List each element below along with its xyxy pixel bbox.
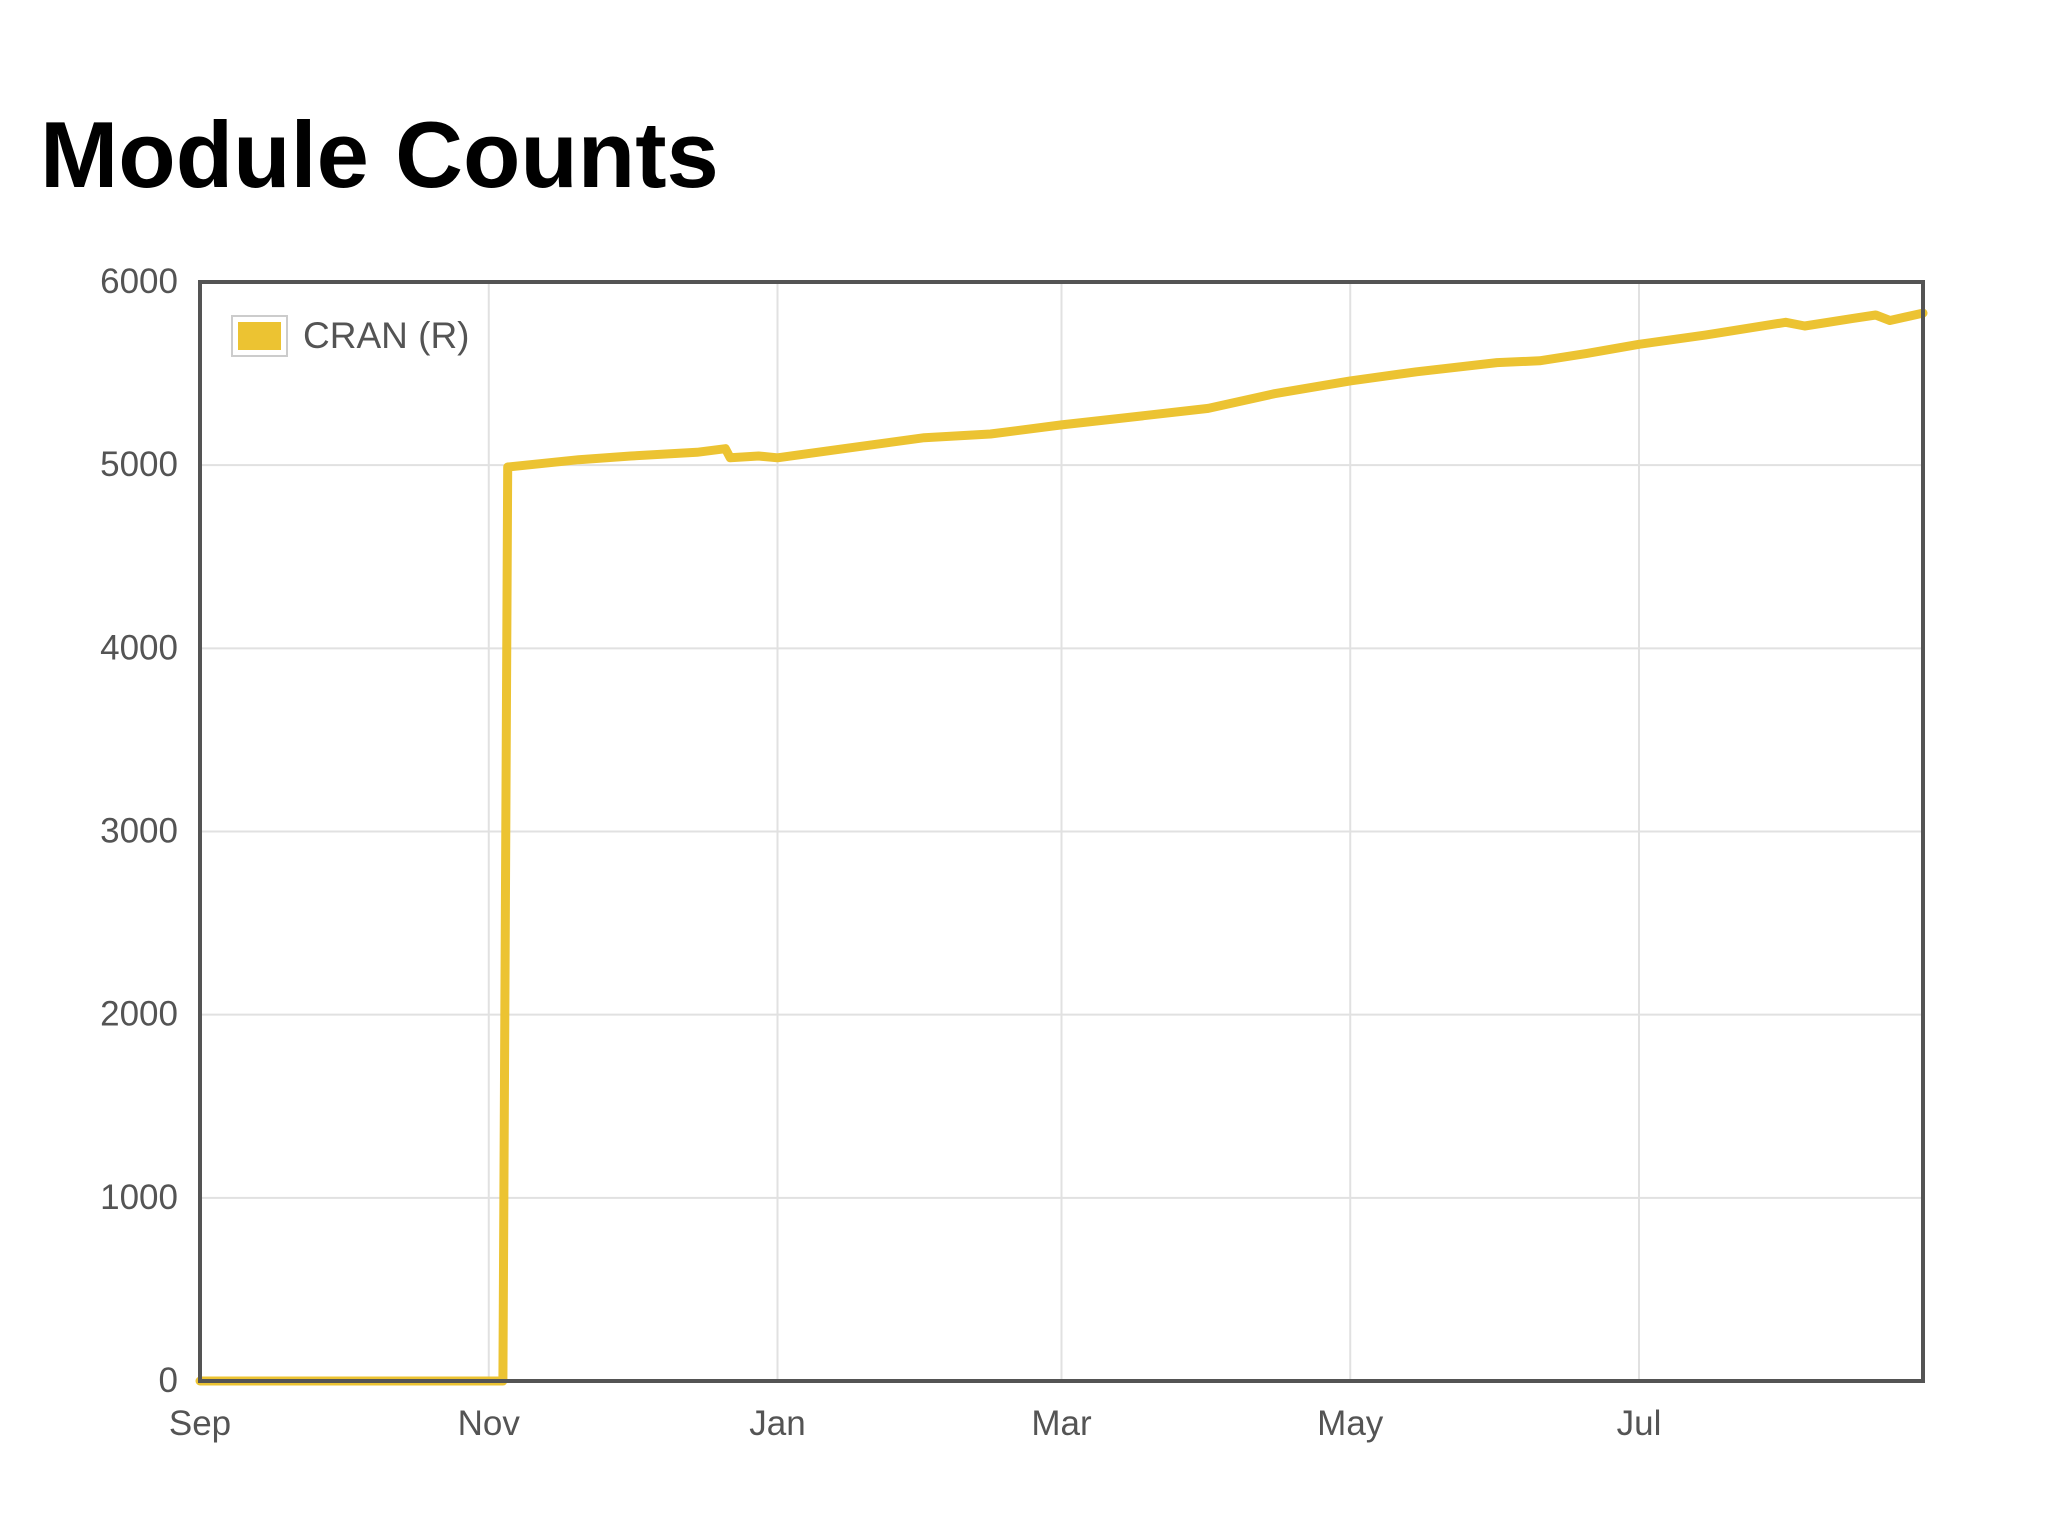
x-tick-label: May bbox=[1317, 1404, 1384, 1443]
x-tick-label: Nov bbox=[458, 1404, 521, 1443]
x-axis: Sep Nov Jan Mar May Jul bbox=[169, 1404, 1662, 1443]
plot-frame bbox=[198, 280, 1925, 1383]
legend-label: CRAN (R) bbox=[303, 315, 469, 356]
y-axis: 0 1000 2000 3000 4000 5000 6000 bbox=[100, 262, 178, 1400]
legend-swatch bbox=[238, 322, 281, 350]
y-tick-label: 5000 bbox=[100, 445, 178, 484]
page-title: Module Counts bbox=[40, 102, 719, 207]
x-tick-label: Sep bbox=[169, 1404, 231, 1443]
series-layer bbox=[195, 308, 1928, 1386]
y-tick-label: 2000 bbox=[100, 995, 178, 1034]
y-tick-label: 4000 bbox=[100, 628, 178, 667]
x-tick-label: Jan bbox=[749, 1404, 805, 1443]
y-tick-label: 0 bbox=[159, 1361, 178, 1400]
y-tick-label: 1000 bbox=[100, 1178, 178, 1217]
y-tick-label: 6000 bbox=[100, 262, 178, 301]
grid-lines bbox=[200, 281, 1923, 1382]
series-line bbox=[195, 308, 1928, 1386]
x-tick-label: Mar bbox=[1031, 1404, 1092, 1443]
y-tick-label: 3000 bbox=[100, 812, 178, 851]
x-tick-label: Jul bbox=[1617, 1404, 1662, 1443]
legend: CRAN (R) bbox=[231, 315, 469, 357]
